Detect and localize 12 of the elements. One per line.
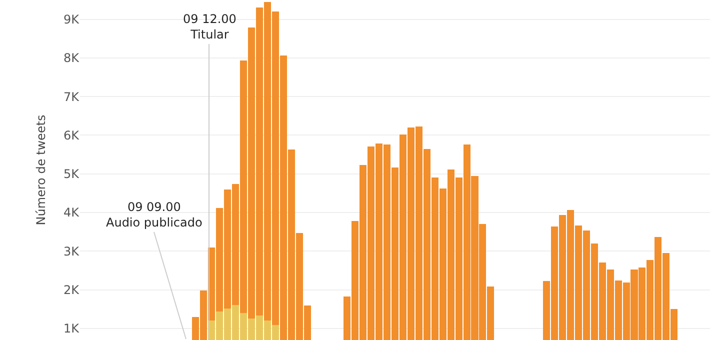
annotation: 09 09.00 Audio publicado (106, 200, 202, 230)
y-tick-label: 4K (63, 206, 80, 220)
annotation: 09 12.00 Titular (183, 12, 236, 42)
y-axis-title: Número de tweets (34, 114, 48, 226)
y-tick-label: 9K (63, 12, 80, 27)
y-tick-label: 7K (63, 90, 80, 104)
y-tick-label: 2K (63, 282, 80, 297)
y-tick-label: 8K (63, 51, 80, 66)
y-tick-label: 1K (63, 322, 80, 336)
y-tick-label: 5K (63, 167, 80, 182)
y-tick-label: 3K (63, 244, 80, 258)
y-tick-label: 6K (63, 128, 80, 142)
